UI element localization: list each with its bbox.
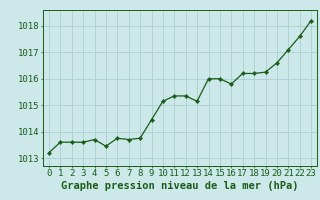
X-axis label: Graphe pression niveau de la mer (hPa): Graphe pression niveau de la mer (hPa)	[61, 181, 299, 191]
